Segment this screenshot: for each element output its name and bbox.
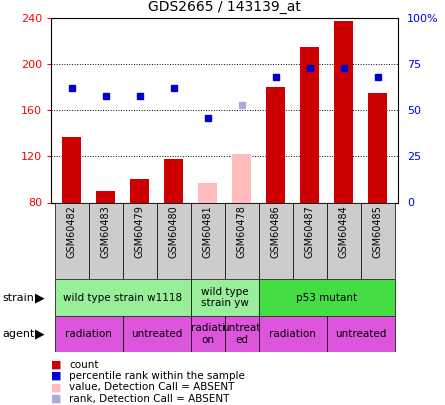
Text: ■: ■ <box>51 371 62 381</box>
Bar <box>267 87 285 202</box>
Bar <box>123 202 157 279</box>
Text: untreated: untreated <box>335 329 387 339</box>
Text: ▶: ▶ <box>35 291 44 304</box>
Bar <box>55 202 89 279</box>
Text: GSM60479: GSM60479 <box>135 205 145 258</box>
Text: ■: ■ <box>51 394 62 403</box>
Text: strain: strain <box>2 293 34 303</box>
Bar <box>368 93 387 202</box>
Bar <box>327 202 361 279</box>
Bar <box>164 159 183 202</box>
Text: radiati
on: radiati on <box>191 323 225 345</box>
Text: count: count <box>69 360 98 369</box>
Bar <box>361 202 395 279</box>
Bar <box>259 202 293 279</box>
Bar <box>327 316 395 352</box>
Text: agent: agent <box>2 329 35 339</box>
Text: GSM60481: GSM60481 <box>203 205 213 258</box>
Text: rank, Detection Call = ABSENT: rank, Detection Call = ABSENT <box>69 394 229 403</box>
Text: GSM60478: GSM60478 <box>237 205 247 258</box>
Bar <box>130 179 149 202</box>
Bar <box>335 21 353 202</box>
Text: untreated: untreated <box>131 329 182 339</box>
Bar <box>225 316 259 352</box>
Text: GSM60487: GSM60487 <box>305 205 315 258</box>
Bar <box>55 279 191 316</box>
Text: wild type strain w1118: wild type strain w1118 <box>63 293 182 303</box>
Text: p53 mutant: p53 mutant <box>296 293 357 303</box>
Bar <box>191 279 259 316</box>
Bar <box>293 202 327 279</box>
Text: ▶: ▶ <box>35 328 44 341</box>
Bar <box>259 316 327 352</box>
Title: GDS2665 / 143139_at: GDS2665 / 143139_at <box>148 0 301 15</box>
Text: radiation: radiation <box>269 329 316 339</box>
Bar <box>232 154 251 202</box>
Bar <box>191 202 225 279</box>
Text: untreat
ed: untreat ed <box>222 323 261 345</box>
Bar <box>198 183 217 202</box>
Text: value, Detection Call = ABSENT: value, Detection Call = ABSENT <box>69 382 235 392</box>
Text: GSM60482: GSM60482 <box>67 205 77 258</box>
Bar <box>89 202 123 279</box>
Bar <box>123 316 191 352</box>
Text: GSM60483: GSM60483 <box>101 205 111 258</box>
Text: GSM60480: GSM60480 <box>169 205 179 258</box>
Text: ■: ■ <box>51 382 62 392</box>
Bar <box>96 191 115 202</box>
Bar <box>55 316 123 352</box>
Bar <box>259 279 395 316</box>
Bar <box>191 316 225 352</box>
Bar <box>157 202 191 279</box>
Bar <box>225 202 259 279</box>
Text: GSM60484: GSM60484 <box>339 205 349 258</box>
Bar <box>300 47 319 202</box>
Text: wild type
strain yw: wild type strain yw <box>201 287 249 309</box>
Text: radiation: radiation <box>65 329 112 339</box>
Text: GSM60486: GSM60486 <box>271 205 281 258</box>
Bar <box>62 137 81 202</box>
Text: percentile rank within the sample: percentile rank within the sample <box>69 371 245 381</box>
Text: ■: ■ <box>51 360 62 369</box>
Text: GSM60485: GSM60485 <box>373 205 383 258</box>
